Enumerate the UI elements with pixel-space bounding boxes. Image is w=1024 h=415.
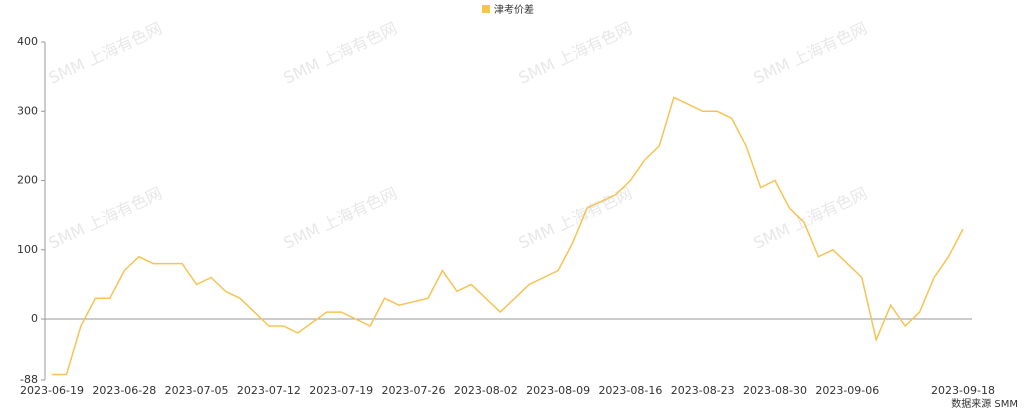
- x-tick-label: 2023-08-16: [598, 384, 662, 397]
- x-tick-label: 2023-07-05: [165, 384, 229, 397]
- legend-label: 津考价差: [494, 3, 534, 16]
- x-tick-label: 2023-07-26: [382, 384, 446, 397]
- x-tick-label: 2023-09-18: [931, 384, 995, 397]
- y-tick-label: -88: [20, 373, 38, 386]
- watermark: SMM 上海有色网: [751, 19, 870, 88]
- y-tick-label: 0: [31, 312, 38, 325]
- watermarks: SMM 上海有色网 SMM 上海有色网 SMM 上海有色网 SMM 上海有色网 …: [46, 19, 870, 253]
- x-tick-label: 2023-09-06: [815, 384, 879, 397]
- legend-swatch: [482, 5, 490, 13]
- watermark: SMM 上海有色网: [751, 184, 870, 253]
- y-tick-label: 400: [17, 35, 38, 48]
- x-tick-label: 2023-08-23: [671, 384, 735, 397]
- watermark: SMM 上海有色网: [516, 19, 635, 88]
- line: [52, 96, 964, 376]
- source: 数据来源 SMM: [951, 397, 1018, 410]
- y-tick-label: 100: [17, 243, 38, 256]
- x-tick-label: 2023-06-19: [20, 384, 84, 397]
- y-tick-label: 200: [17, 174, 38, 187]
- watermark: SMM 上海有色网: [281, 184, 400, 253]
- watermark: SMM 上海有色网: [46, 19, 165, 88]
- x-tick-label: 2023-07-12: [237, 384, 301, 397]
- x-tick-label: 2023-06-28: [92, 384, 156, 397]
- y-tick-label: 300: [17, 104, 38, 117]
- x-tick-label: 2023-07-19: [309, 384, 373, 397]
- watermark: SMM 上海有色网: [46, 184, 165, 253]
- x-tick-label: 2023-08-30: [743, 384, 807, 397]
- x-tick-label: 2023-08-02: [454, 384, 518, 397]
- watermark: SMM 上海有色网: [281, 19, 400, 88]
- x-tick-label: 2023-08-09: [526, 384, 590, 397]
